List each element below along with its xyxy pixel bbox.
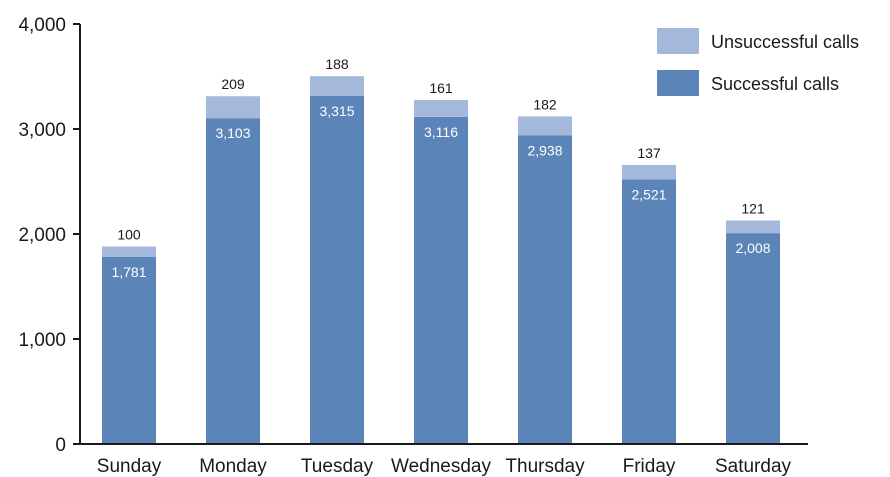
bar-unsuccessful-monday xyxy=(206,96,260,119)
y-tick-label: 2,000 xyxy=(18,225,66,246)
x-tick-label: Saturday xyxy=(715,456,792,477)
data-label-successful: 3,315 xyxy=(319,103,354,119)
bar-unsuccessful-saturday xyxy=(726,220,780,234)
legend-label: Successful calls xyxy=(711,74,839,94)
x-tick-label: Tuesday xyxy=(301,456,374,477)
bar-successful-wednesday xyxy=(414,116,468,444)
data-label-successful: 3,103 xyxy=(215,125,250,141)
x-tick-label: Thursday xyxy=(505,456,585,477)
x-axis: Sunday Monday Tuesday Wednesday Thursday Frid… xyxy=(80,443,808,477)
data-label-unsuccessful: 121 xyxy=(741,200,765,216)
bar-successful-tuesday xyxy=(310,95,364,445)
legend-swatch xyxy=(657,70,699,96)
bar-unsuccessful-wednesday xyxy=(414,99,468,117)
legend-label: Unsuccessful calls xyxy=(711,32,859,52)
y-tick-label: 4,000 xyxy=(18,15,66,36)
data-label-unsuccessful: 182 xyxy=(533,96,557,112)
data-label-successful: 1,781 xyxy=(111,264,146,280)
data-label-successful: 2,008 xyxy=(735,240,770,256)
x-tick-label: Friday xyxy=(623,456,676,477)
bar-successful-saturday xyxy=(726,233,780,444)
y-tick-label: 3,000 xyxy=(18,120,66,141)
data-label-unsuccessful: 161 xyxy=(429,80,453,96)
x-tick-label: Wednesday xyxy=(391,456,491,477)
data-label-successful: 3,116 xyxy=(424,124,458,140)
bar-unsuccessful-tuesday xyxy=(310,76,364,96)
data-label-successful: 2,938 xyxy=(527,143,562,159)
data-label-successful: 2,521 xyxy=(631,186,666,202)
y-axis: 0 1,000 2,000 3,000 4,000 xyxy=(18,15,81,456)
y-tick-label: 1,000 xyxy=(18,330,66,351)
bar-successful-thursday xyxy=(518,135,572,444)
x-tick-label: Sunday xyxy=(97,456,162,477)
bar-successful-friday xyxy=(622,179,676,445)
data-label-unsuccessful: 209 xyxy=(221,76,245,92)
data-label-unsuccessful: 100 xyxy=(117,226,141,242)
bar-successful-monday xyxy=(206,118,260,444)
data-label-unsuccessful: 188 xyxy=(325,56,349,72)
bar-unsuccessful-thursday xyxy=(518,116,572,136)
y-tick-label: 0 xyxy=(55,435,66,456)
legend: Unsuccessful calls Successful calls xyxy=(657,28,859,96)
bar-successful-sunday xyxy=(102,256,156,444)
bar-unsuccessful-friday xyxy=(622,164,676,180)
data-label-unsuccessful: 137 xyxy=(637,145,661,161)
legend-swatch xyxy=(657,28,699,54)
bar-unsuccessful-sunday xyxy=(102,246,156,257)
bars: 1,781 100 3,103 209 3,315 188 3,116 161 2,938 182… xyxy=(102,56,780,445)
x-tick-label: Monday xyxy=(199,456,267,477)
